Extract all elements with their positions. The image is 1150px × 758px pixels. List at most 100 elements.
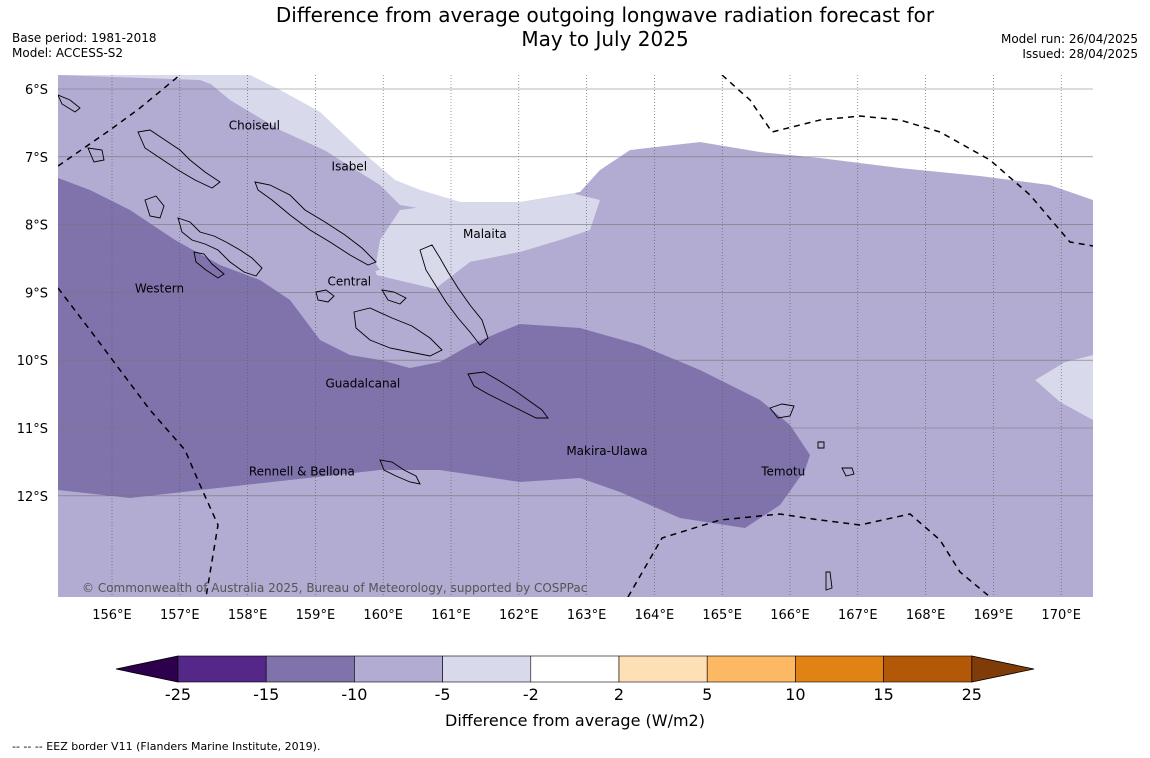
colorbar-tick-label: -25 [165, 685, 191, 704]
rennell-island [379, 459, 421, 485]
longitude-tick-label: 164°E [635, 608, 675, 623]
colorbar-swatch [442, 655, 532, 683]
makira-island [467, 371, 549, 419]
colorbar-tick-label: -15 [253, 685, 279, 704]
colorbar-swatch [795, 655, 884, 683]
latitude-tick-label: 8°S [25, 219, 48, 234]
region-label: Choiseul [229, 119, 280, 133]
base-period: Base period: 1981-2018 [12, 31, 157, 45]
colorbar-tick-label: 15 [873, 685, 893, 704]
anomaly-band-minus15-to-minus10 [58, 178, 810, 528]
eez-border-south [627, 513, 991, 597]
isabel-island [254, 181, 377, 266]
russell-islands [381, 289, 407, 305]
latitude-tick-label: 10°S [17, 354, 48, 369]
florida-islands [315, 289, 335, 303]
vanikoro-island [841, 467, 855, 477]
shortland-island [87, 147, 105, 163]
longitude-tick-label: 169°E [974, 608, 1014, 623]
colorbar-tick-label: -10 [341, 685, 367, 704]
eez-legend-note: -- -- -- EEZ border V11 (Flanders Marine… [12, 740, 321, 753]
region-label: Malaita [463, 227, 507, 241]
title-line-1: Difference from average outgoing longwav… [275, 3, 935, 27]
longitude-tick-label: 163°E [567, 608, 607, 623]
guadalcanal-island [353, 307, 443, 357]
colorbar-swatch [177, 655, 267, 683]
colorbar-tick-label: 5 [702, 685, 712, 704]
map-gridlines [58, 75, 1093, 597]
colorbar: -25 -15 -10 -5 -2 2 5 10 15 25 [115, 655, 1035, 704]
anomaly-band-minus10-east [58, 200, 1093, 597]
colorbar-swatch [265, 655, 355, 683]
meta-left: Base period: 1981-2018 Model: ACCESS-S2 [12, 31, 157, 61]
region-label: Central [327, 275, 371, 289]
bougainville-tip [58, 94, 81, 113]
longitude-tick-label: 168°E [906, 608, 946, 623]
longitude-tick-label: 159°E [296, 608, 336, 623]
colorbar-tick-label: -2 [523, 685, 539, 704]
longitude-tick-label: 157°E [160, 608, 200, 623]
eez-border-west [58, 287, 219, 597]
longitude-tick-label: 167°E [838, 608, 878, 623]
rendova-island [193, 251, 225, 279]
latitude-labels: 6°S 7°S 8°S 9°S 10°S 11°S 12°S [17, 83, 48, 505]
vella-lavella-island [144, 195, 165, 219]
latitude-tick-label: 9°S [25, 286, 48, 301]
longitude-tick-label: 160°E [363, 608, 403, 623]
tikopia-island [825, 571, 833, 591]
latitude-tick-label: 12°S [17, 490, 48, 505]
colorbar-tick-label: 10 [785, 685, 805, 704]
longitude-tick-label: 170°E [1041, 608, 1081, 623]
eez-border-north [58, 75, 181, 167]
region-label: Makira-Ulawa [566, 444, 647, 458]
colorbar-label: Difference from average (W/m2) [445, 711, 705, 730]
anomaly-band-minus5-to-minus2-3 [1035, 355, 1093, 420]
meta-right: Model run: 26/04/2025 Issued: 28/04/2025 [1001, 32, 1138, 62]
map-plot-area: © Commonwealth of Australia 2025, Bureau… [58, 75, 1093, 597]
latitude-tick-label: 11°S [17, 422, 48, 437]
longitude-tick-label: 162°E [499, 608, 539, 623]
title-line-2: May to July 2025 [521, 27, 689, 51]
longitude-tick-label: 165°E [702, 608, 742, 623]
map-copyright: © Commonwealth of Australia 2025, Bureau… [82, 581, 587, 595]
anomaly-band-minus5-top-left [58, 75, 460, 210]
anomaly-band-minus10-to-minus5 [58, 128, 380, 280]
latitude-tick-label: 6°S [25, 83, 48, 98]
longitude-tick-label: 158°E [228, 608, 268, 623]
longitude-tick-label: 156°E [92, 608, 132, 623]
latitude-tick-label: 7°S [25, 151, 48, 166]
anomaly-band-minus5-to-minus2-2 [375, 194, 600, 318]
region-label: Isabel [332, 159, 367, 173]
colorbar-tick-label: 25 [962, 685, 982, 704]
issued-date: Issued: 28/04/2025 [1022, 47, 1138, 61]
map-title: Difference from average outgoing longwav… [200, 3, 1010, 51]
model-name: Model: ACCESS-S2 [12, 46, 124, 60]
malaita-island [419, 244, 489, 346]
eez-border-northeast [721, 75, 1093, 247]
anomaly-band-neutral [250, 75, 1093, 202]
colorbar-tick-label: 2 [614, 685, 624, 704]
santa-cruz-island [769, 403, 795, 419]
longitude-tick-label: 161°E [431, 608, 471, 623]
region-labels: Choiseul Isabel Malaita Central Western Guada… [135, 119, 805, 479]
colorbar-tick-label: -5 [435, 685, 451, 704]
choiseul-island [137, 129, 221, 189]
model-run: Model run: 26/04/2025 [1000, 32, 1138, 46]
new-georgia-island [177, 217, 263, 277]
eez-border [58, 75, 1093, 597]
colorbar-swatch [706, 655, 796, 683]
colorbar-swatch [883, 655, 973, 683]
colorbar-swatch [530, 655, 620, 683]
colorbar-swatch [354, 655, 443, 683]
region-label: Guadalcanal [325, 376, 400, 390]
region-label: Western [135, 281, 184, 295]
colorbar-over-arrow [971, 655, 1035, 683]
longitude-tick-label: 166°E [770, 608, 810, 623]
colorbar-under-arrow [115, 655, 179, 683]
colorbar-swatch [618, 655, 708, 683]
region-label: Temotu [760, 464, 805, 478]
longitude-labels: 156°E 157°E 158°E 159°E 160°E 161°E 162°E 163°E… [92, 608, 1081, 623]
utupua-island [817, 441, 825, 449]
coastlines [58, 94, 855, 591]
